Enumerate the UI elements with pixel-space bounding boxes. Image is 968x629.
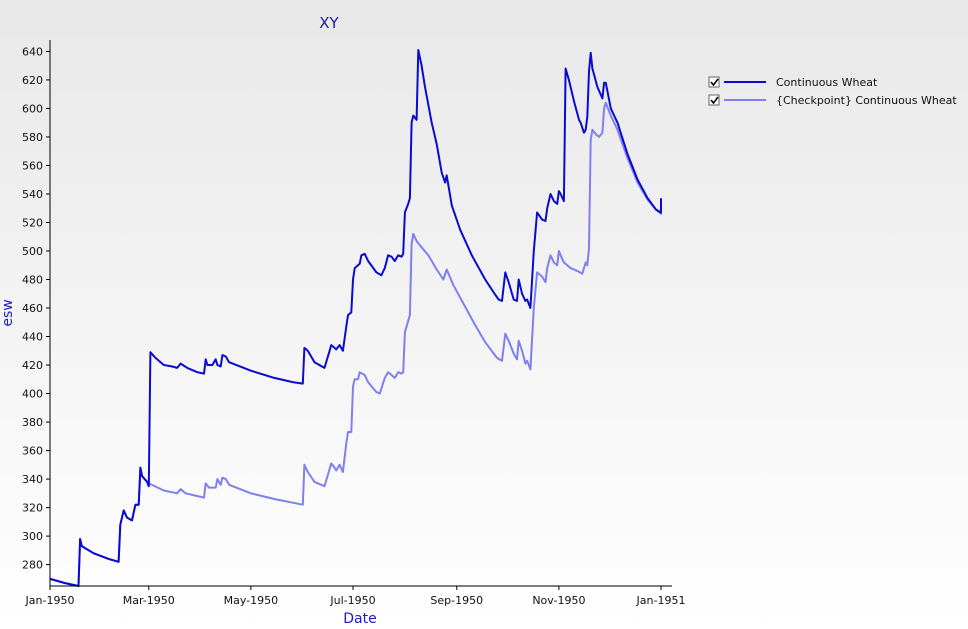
checkbox-box[interactable] xyxy=(708,76,720,88)
x-tick-label: Sep-1950 xyxy=(430,594,483,607)
legend-checkbox[interactable] xyxy=(708,76,720,88)
series-line-2 xyxy=(49,101,662,587)
y-tick-label: 340 xyxy=(22,473,43,486)
y-tick-label: 520 xyxy=(22,216,43,229)
x-axis-ticks: Jan-1950 Mar-1950 May-1950 Jul-1950 Sep-1950… xyxy=(25,586,686,607)
plot-area xyxy=(49,49,662,587)
x-tick-label: Nov-1950 xyxy=(532,594,585,607)
y-tick-label: 280 xyxy=(22,559,43,572)
check-mark-icon xyxy=(710,96,719,105)
y-tick-label: 560 xyxy=(22,159,43,172)
y-tick-label: 320 xyxy=(22,502,43,515)
y-tick-label: 480 xyxy=(22,273,43,286)
legend-label: {Checkpoint} Continuous Wheat xyxy=(776,94,957,107)
x-tick-label: Jan-1950 xyxy=(25,594,75,607)
y-tick-label: 500 xyxy=(22,245,43,258)
legend-item[interactable]: {Checkpoint} Continuous Wheat xyxy=(708,94,957,107)
x-tick-label: May-1950 xyxy=(224,594,279,607)
x-tick-label: Jan-1951 xyxy=(636,594,686,607)
y-tick-label: 600 xyxy=(22,102,43,115)
legend-label: Continuous Wheat xyxy=(776,76,878,89)
y-tick-label: 300 xyxy=(22,530,43,543)
legend-checkbox[interactable] xyxy=(708,94,720,106)
chart-title: XY xyxy=(319,14,339,32)
legend: Continuous Wheat {Checkpoint} Continuous … xyxy=(708,76,957,107)
y-tick-label: 640 xyxy=(22,45,43,58)
y-tick-label: 460 xyxy=(22,302,43,315)
check-mark-icon xyxy=(710,78,719,87)
y-axis-label: esw xyxy=(0,299,16,326)
series-line-1 xyxy=(49,49,662,587)
y-tick-label: 540 xyxy=(22,188,43,201)
y-tick-label: 380 xyxy=(22,416,43,429)
x-axis-label: Date xyxy=(343,611,376,627)
y-tick-label: 580 xyxy=(22,131,43,144)
checkbox-box[interactable] xyxy=(708,94,720,106)
x-tick-label: Mar-1950 xyxy=(123,594,175,607)
y-tick-label: 620 xyxy=(22,74,43,87)
y-axis-ticks: 280 300 320 340 360 380 400 420 440 460 480 500 520 5… xyxy=(22,45,50,572)
x-tick-label: Jul-1950 xyxy=(329,594,375,607)
y-tick-label: 440 xyxy=(22,331,43,344)
y-tick-label: 360 xyxy=(22,445,43,458)
y-tick-label: 420 xyxy=(22,359,43,372)
y-tick-label: 400 xyxy=(22,388,43,401)
legend-item[interactable]: Continuous Wheat xyxy=(708,76,878,89)
